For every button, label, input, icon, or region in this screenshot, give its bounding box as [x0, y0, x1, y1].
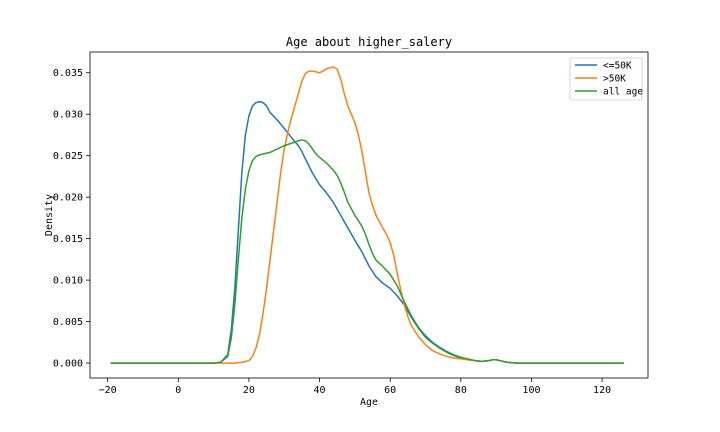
y-tick-label: 0.015: [53, 234, 83, 245]
legend-label-all-age: all age: [603, 87, 643, 98]
chart-title: Age about higher_salery: [286, 35, 452, 49]
x-tick-label: 40: [314, 385, 326, 396]
x-tick-label: 0: [175, 385, 181, 396]
x-axis: −20 0 20 40 60 80 100 120: [99, 378, 611, 396]
series-line-gt50k: [110, 66, 625, 364]
y-tick-label: 0.020: [53, 193, 83, 204]
y-tick-label: 0.030: [53, 110, 83, 121]
y-tick-label: 0.000: [53, 359, 83, 370]
y-tick-label: 0.010: [53, 276, 83, 287]
x-tick-label: 80: [455, 385, 467, 396]
y-axis-title: Density: [44, 194, 55, 236]
series-layer: [110, 66, 625, 364]
y-tick-label: 0.005: [53, 317, 83, 328]
y-tick-label: 0.025: [53, 151, 83, 162]
x-axis-title: Age: [360, 397, 378, 408]
series-line-all-age: [110, 139, 625, 364]
y-tick-label: 0.035: [53, 68, 83, 79]
x-tick-label: 60: [384, 385, 396, 396]
y-axis: 0.000 0.005 0.010 0.015 0.020 0.025 0.030 0.035: [53, 68, 90, 370]
x-tick-label: −20: [99, 385, 117, 396]
legend-label-gt50k: >50K: [603, 74, 626, 85]
plot-area: [89, 51, 649, 379]
axes-frame: [89, 51, 649, 379]
legend-label-le50k: <=50K: [603, 61, 632, 72]
x-tick-label: 20: [243, 385, 255, 396]
x-tick-label: 100: [522, 385, 540, 396]
legend-box: [569, 57, 643, 101]
legend: <=50K >50K all age: [569, 57, 643, 101]
x-tick-label: 120: [593, 385, 611, 396]
